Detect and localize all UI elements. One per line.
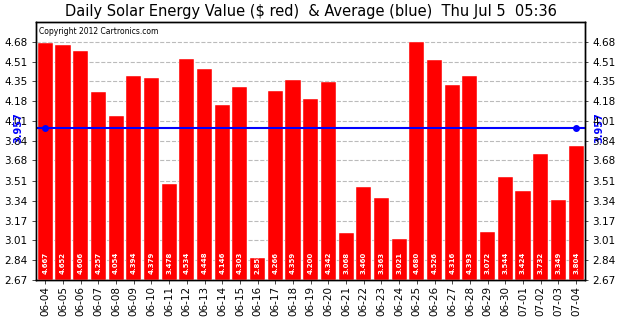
Text: 3.732: 3.732 <box>538 252 544 274</box>
Text: 4.680: 4.680 <box>414 252 420 274</box>
Bar <box>427 60 442 280</box>
Bar <box>480 233 495 280</box>
Text: 4.303: 4.303 <box>237 252 243 274</box>
Bar <box>374 198 389 280</box>
Bar <box>445 85 460 280</box>
Bar <box>268 91 283 280</box>
Text: 4.146: 4.146 <box>219 252 225 274</box>
Text: 3.544: 3.544 <box>502 252 508 274</box>
Text: Copyright 2012 Cartronics.com: Copyright 2012 Cartronics.com <box>39 27 159 36</box>
Text: 4.393: 4.393 <box>467 252 473 274</box>
Text: 4.266: 4.266 <box>272 252 278 274</box>
Text: 4.526: 4.526 <box>432 252 438 274</box>
Text: 3.072: 3.072 <box>485 252 490 274</box>
Bar <box>551 200 566 280</box>
Text: 3.478: 3.478 <box>166 252 172 274</box>
Text: 4.054: 4.054 <box>113 252 119 274</box>
Text: 4.342: 4.342 <box>326 252 331 274</box>
Text: 4.534: 4.534 <box>184 252 190 274</box>
Bar <box>515 191 531 280</box>
Text: 4.379: 4.379 <box>148 252 154 274</box>
Bar <box>162 184 177 280</box>
Text: 3.957: 3.957 <box>594 112 604 143</box>
Bar <box>91 92 106 280</box>
Bar <box>38 44 53 280</box>
Text: 3.021: 3.021 <box>396 252 402 274</box>
Bar <box>533 154 548 280</box>
Bar <box>144 77 159 280</box>
Bar <box>392 238 407 280</box>
Text: 4.606: 4.606 <box>78 252 84 274</box>
Text: 4.448: 4.448 <box>202 252 208 274</box>
Text: 3.460: 3.460 <box>361 252 367 274</box>
Text: 3.068: 3.068 <box>343 252 349 274</box>
Text: 3.804: 3.804 <box>573 252 579 274</box>
Bar <box>285 80 301 280</box>
Text: 4.257: 4.257 <box>95 252 102 274</box>
Bar <box>108 116 123 280</box>
Text: 4.394: 4.394 <box>131 252 137 274</box>
Text: 4.652: 4.652 <box>60 252 66 274</box>
Bar <box>321 82 336 280</box>
Text: 4.359: 4.359 <box>290 252 296 274</box>
Bar <box>409 42 424 280</box>
Bar <box>126 76 141 280</box>
Title: Daily Solar Energy Value ($ red)  & Average (blue)  Thu Jul 5  05:36: Daily Solar Energy Value ($ red) & Avera… <box>64 4 557 19</box>
Text: 3.349: 3.349 <box>556 252 561 274</box>
Text: 4.200: 4.200 <box>308 252 314 274</box>
Text: 3.424: 3.424 <box>520 252 526 274</box>
Bar <box>55 45 71 280</box>
Bar <box>339 233 353 280</box>
Bar <box>303 99 318 280</box>
Bar <box>179 59 194 280</box>
Bar <box>498 177 513 280</box>
Text: 4.667: 4.667 <box>42 252 48 274</box>
Text: 4.316: 4.316 <box>450 252 455 274</box>
Bar <box>569 146 583 280</box>
Bar <box>463 76 477 280</box>
Text: 3.957: 3.957 <box>14 112 24 143</box>
Bar <box>232 87 247 280</box>
Bar <box>356 187 371 280</box>
Bar <box>250 258 265 280</box>
Bar <box>73 51 88 280</box>
Bar <box>215 105 230 280</box>
Bar <box>197 69 212 280</box>
Text: 2.855: 2.855 <box>255 252 260 274</box>
Text: 3.363: 3.363 <box>378 252 384 274</box>
